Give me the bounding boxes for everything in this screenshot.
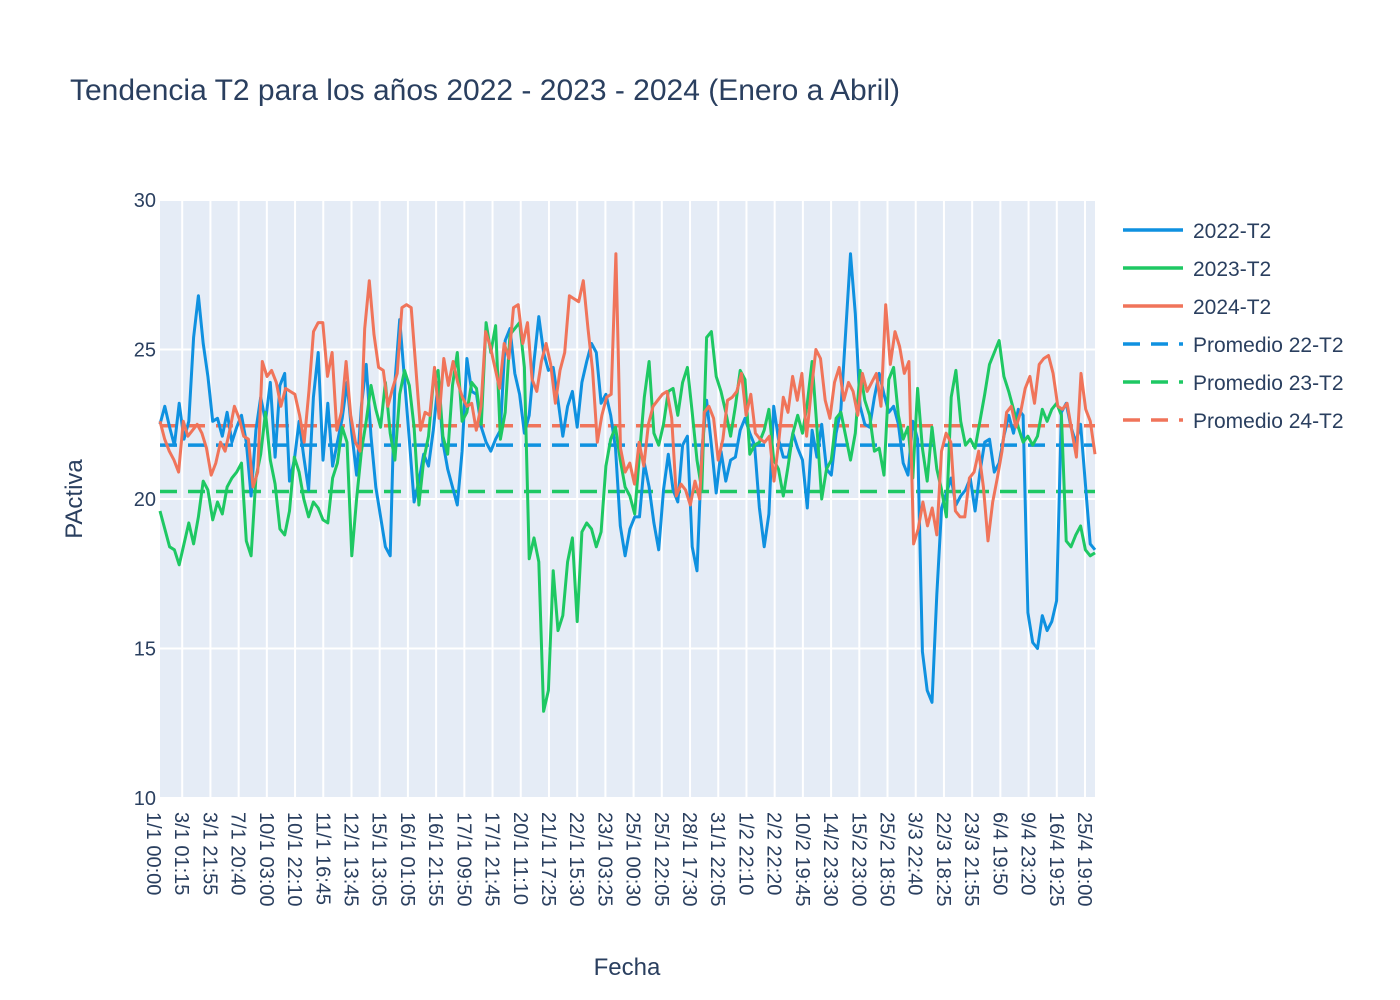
y-tick-label: 10 (134, 788, 156, 810)
x-tick-label: 3/1 21:55 (198, 812, 220, 895)
x-tick-label: 15/1 13:05 (368, 812, 390, 907)
series-line-1 (158, 252, 1097, 704)
x-tick-label: 12/1 13:45 (339, 812, 361, 907)
reference-lines (160, 423, 1095, 494)
x-tick-label: 2/2 22:20 (763, 812, 785, 895)
x-tick-label: 20/1 11:10 (509, 812, 531, 905)
x-tick-label: 1/1 00:00 (142, 812, 164, 895)
series-line-3 (158, 252, 1097, 546)
x-tick-label: 31/1 22:05 (706, 812, 728, 907)
x-tick-label: 17/1 21:45 (481, 812, 503, 907)
grid-lines (160, 199, 1095, 799)
x-tick-label: 1/2 22:10 (734, 812, 756, 895)
legend-label: 2023-T2 (1193, 258, 1271, 281)
y-tick-label: 20 (134, 489, 156, 511)
legend-label: Promedio 23-T2 (1193, 372, 1344, 395)
x-tick-label: 25/4 19:00 (1073, 812, 1095, 907)
x-tick-label: 10/1 03:00 (255, 812, 277, 907)
x-tick-label: 25/1 00:30 (622, 812, 644, 907)
x-tick-label: 23/1 03:25 (593, 812, 615, 907)
legend-label: 2022-T2 (1193, 220, 1271, 243)
x-tick-label: 25/2 18:50 (876, 812, 898, 907)
x-tick-label: 16/4 19:25 (1045, 812, 1067, 907)
x-tick-label: 17/1 09:50 (452, 812, 474, 907)
x-tick-label: 9/4 23:20 (1017, 812, 1039, 895)
y-tick-label: 30 (134, 190, 156, 212)
x-tick-label: 14/2 23:30 (819, 812, 841, 907)
x-tick-label: 3/3 22:40 (904, 812, 926, 895)
y-tick-label: 25 (134, 340, 156, 362)
x-tick-label: 3/1 01:15 (170, 812, 192, 895)
y-tick-label: 15 (134, 639, 156, 661)
x-tick-label: 7/1 20:40 (227, 812, 249, 895)
x-tick-label: 6/4 19:50 (988, 812, 1010, 895)
x-tick-label: 16/1 01:05 (396, 812, 418, 907)
series-lines (158, 252, 1097, 713)
legend-label: Promedio 22-T2 (1193, 334, 1344, 357)
x-tick-label: 21/1 17:25 (537, 812, 559, 907)
x-tick-label: 22/1 15:30 (565, 812, 587, 907)
x-tick-label: 15/2 23:00 (847, 812, 869, 907)
x-tick-label: 28/1 17:30 (678, 812, 700, 907)
y-axis-ticks: 10 15 20 25 30 (134, 190, 156, 810)
legend-label: Promedio 24-T2 (1193, 410, 1344, 433)
x-tick-label: 10/1 22:10 (283, 812, 305, 907)
x-tick-label: 25/1 22:05 (650, 812, 672, 907)
y-axis-title: PActiva (61, 459, 88, 539)
x-axis-title: Fecha (594, 954, 661, 981)
x-tick-label: 10/2 19:45 (791, 812, 813, 907)
legend-label: 2024-T2 (1193, 296, 1271, 319)
x-axis-ticks: 1/1 00:00 3/1 01:15 3/1 21:55 7/1 20:40 10/1… (142, 812, 1095, 907)
x-tick-label: 23/3 21:55 (960, 812, 982, 907)
x-tick-label: 16/1 21:55 (424, 812, 446, 907)
chart-title: Tendencia T2 para los años 2022 - 2023 -… (70, 74, 900, 107)
legend: 2022-T2 2023-T2 2024-T2 Promedio 22-T2 Prome… (1123, 220, 1344, 433)
x-tick-label: 22/3 18:25 (932, 812, 954, 907)
x-tick-label: 11/1 16:45 (311, 812, 333, 905)
